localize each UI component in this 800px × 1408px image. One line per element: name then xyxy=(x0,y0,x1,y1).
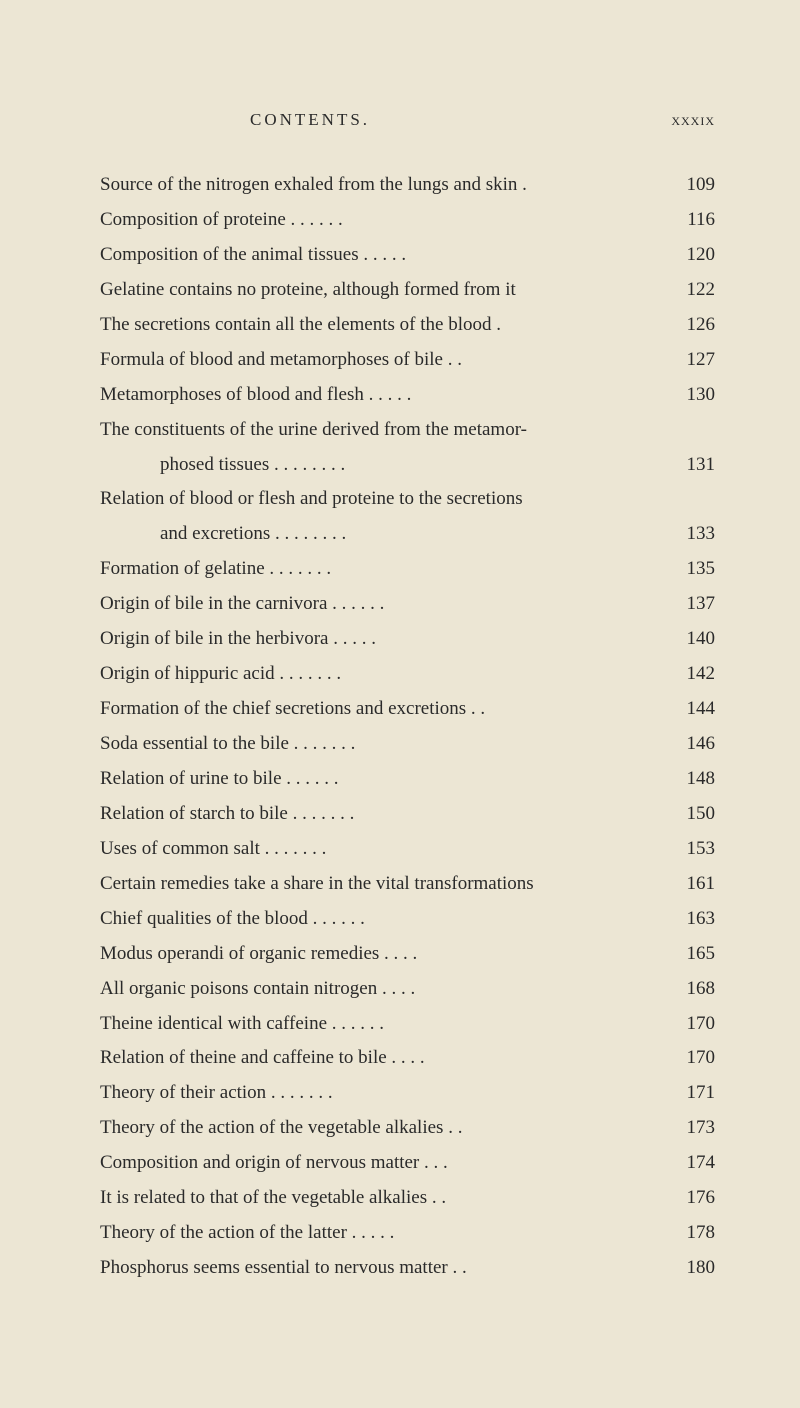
toc-entry-page: 140 xyxy=(675,624,715,653)
toc-entry: It is related to that of the vegetable a… xyxy=(100,1183,715,1212)
toc-entry-page: 126 xyxy=(675,310,715,339)
toc-entry: Composition of the animal tissues . . . … xyxy=(100,240,715,269)
toc-entry-text: Relation of blood or flesh and proteine … xyxy=(100,484,715,513)
toc-entry-page: 127 xyxy=(675,345,715,374)
toc-entry-text: Metamorphoses of blood and flesh . . . .… xyxy=(100,380,655,409)
toc-entry: Modus operandi of organic remedies . . .… xyxy=(100,939,715,968)
toc-entry: Origin of hippuric acid . . . . . . . 142 xyxy=(100,659,715,688)
toc-entry-text: Phosphorus seems essential to nervous ma… xyxy=(100,1253,655,1282)
header-title: CONTENTS. xyxy=(250,110,370,130)
toc-entry-text: Composition of the animal tissues . . . … xyxy=(100,240,655,269)
toc-entry-page: 137 xyxy=(675,589,715,618)
toc-entry-text: Composition of proteine . . . . . . xyxy=(100,205,655,234)
toc-entry: Theine identical with caffeine . . . . .… xyxy=(100,1009,715,1038)
toc-entry-text: Certain remedies take a share in the vit… xyxy=(100,869,655,898)
toc-entry-text: Formation of the chief secretions and ex… xyxy=(100,694,655,723)
page-header: CONTENTS. xxxix xyxy=(100,110,715,130)
toc-entry-page: 168 xyxy=(675,974,715,1003)
toc-entry-text: Origin of bile in the carnivora . . . . … xyxy=(100,589,655,618)
toc-entry-page: 163 xyxy=(675,904,715,933)
toc-entry: Theory of the action of the vegetable al… xyxy=(100,1113,715,1142)
toc-entry: Uses of common salt . . . . . . . 153 xyxy=(100,834,715,863)
toc-entry: All organic poisons contain nitrogen . .… xyxy=(100,974,715,1003)
toc-entry-page: 116 xyxy=(675,205,715,234)
toc-entry: Formation of the chief secretions and ex… xyxy=(100,694,715,723)
toc-entry: Theory of their action . . . . . . . 171 xyxy=(100,1078,715,1107)
toc-entry: Composition of proteine . . . . . . 116 xyxy=(100,205,715,234)
toc-entry-page: 170 xyxy=(675,1043,715,1072)
toc-entry-text: Theory of their action . . . . . . . xyxy=(100,1078,655,1107)
toc-entry-text: All organic poisons contain nitrogen . .… xyxy=(100,974,655,1003)
toc-entry-page: 135 xyxy=(675,554,715,583)
toc-entry-page: 122 xyxy=(675,275,715,304)
toc-entry: and excretions . . . . . . . . 133 xyxy=(100,519,715,548)
toc-entry: Metamorphoses of blood and flesh . . . .… xyxy=(100,380,715,409)
toc-entry: Certain remedies take a share in the vit… xyxy=(100,869,715,898)
toc-entry-text: Chief qualities of the blood . . . . . . xyxy=(100,904,655,933)
toc-entry-text: Gelatine contains no proteine, although … xyxy=(100,275,655,304)
toc-entry-page: 176 xyxy=(675,1183,715,1212)
toc-entry: Soda essential to the bile . . . . . . .… xyxy=(100,729,715,758)
toc-entry-text: Origin of hippuric acid . . . . . . . xyxy=(100,659,655,688)
toc-entry-page: 170 xyxy=(675,1009,715,1038)
toc-entry: Origin of bile in the herbivora . . . . … xyxy=(100,624,715,653)
toc-entry-text: Relation of starch to bile . . . . . . . xyxy=(100,799,655,828)
toc-entry: phosed tissues . . . . . . . . 131 xyxy=(100,450,715,479)
toc-entry-text: Theory of the action of the latter . . .… xyxy=(100,1218,655,1247)
toc-entry-page: 109 xyxy=(675,170,715,199)
toc-entry-text: The secretions contain all the elements … xyxy=(100,310,655,339)
contents-list: Source of the nitrogen exhaled from the … xyxy=(100,170,715,1283)
toc-entry-text: Formation of gelatine . . . . . . . xyxy=(100,554,655,583)
toc-entry: Phosphorus seems essential to nervous ma… xyxy=(100,1253,715,1282)
toc-entry-page: 178 xyxy=(675,1218,715,1247)
toc-entry-page: 161 xyxy=(675,869,715,898)
toc-entry: Origin of bile in the carnivora . . . . … xyxy=(100,589,715,618)
toc-entry-page: 144 xyxy=(675,694,715,723)
toc-entry-text: Soda essential to the bile . . . . . . . xyxy=(100,729,655,758)
toc-entry-text: Relation of theine and caffeine to bile … xyxy=(100,1043,655,1072)
toc-entry: Formation of gelatine . . . . . . . 135 xyxy=(100,554,715,583)
toc-entry-text: It is related to that of the vegetable a… xyxy=(100,1183,655,1212)
toc-entry-text: Uses of common salt . . . . . . . xyxy=(100,834,655,863)
toc-entry-text: and excretions . . . . . . . . xyxy=(100,519,655,548)
toc-entry: Source of the nitrogen exhaled from the … xyxy=(100,170,715,199)
toc-entry: Chief qualities of the blood . . . . . .… xyxy=(100,904,715,933)
toc-entry-page: 120 xyxy=(675,240,715,269)
toc-entry: Relation of urine to bile . . . . . . 148 xyxy=(100,764,715,793)
toc-entry-page: 142 xyxy=(675,659,715,688)
toc-entry-page: 165 xyxy=(675,939,715,968)
toc-entry-text: Formula of blood and metamorphoses of bi… xyxy=(100,345,655,374)
toc-entry-page: 133 xyxy=(675,519,715,548)
toc-entry-page: 153 xyxy=(675,834,715,863)
toc-entry-text: phosed tissues . . . . . . . . xyxy=(100,450,655,479)
toc-entry-page: 150 xyxy=(675,799,715,828)
toc-entry-text: Origin of bile in the herbivora . . . . … xyxy=(100,624,655,653)
toc-entry-page: 130 xyxy=(675,380,715,409)
toc-entry: The constituents of the urine derived fr… xyxy=(100,415,715,444)
toc-entry: Composition and origin of nervous matter… xyxy=(100,1148,715,1177)
toc-entry-text: Composition and origin of nervous matter… xyxy=(100,1148,655,1177)
toc-entry-text: Source of the nitrogen exhaled from the … xyxy=(100,170,655,199)
toc-entry-text: Theory of the action of the vegetable al… xyxy=(100,1113,655,1142)
toc-entry-text: The constituents of the urine derived fr… xyxy=(100,415,715,444)
toc-entry-page: 131 xyxy=(675,450,715,479)
toc-entry-page: 180 xyxy=(675,1253,715,1282)
toc-entry: Gelatine contains no proteine, although … xyxy=(100,275,715,304)
toc-entry-text: Relation of urine to bile . . . . . . xyxy=(100,764,655,793)
toc-entry: Theory of the action of the latter . . .… xyxy=(100,1218,715,1247)
toc-entry: Relation of theine and caffeine to bile … xyxy=(100,1043,715,1072)
toc-entry: Relation of starch to bile . . . . . . .… xyxy=(100,799,715,828)
toc-entry-page: 173 xyxy=(675,1113,715,1142)
toc-entry: The secretions contain all the elements … xyxy=(100,310,715,339)
toc-entry-page: 174 xyxy=(675,1148,715,1177)
toc-entry-text: Theine identical with caffeine . . . . .… xyxy=(100,1009,655,1038)
toc-entry-page: 171 xyxy=(675,1078,715,1107)
toc-entry-page: 146 xyxy=(675,729,715,758)
toc-entry: Relation of blood or flesh and proteine … xyxy=(100,484,715,513)
page-container: CONTENTS. xxxix Source of the nitrogen e… xyxy=(0,0,800,1348)
header-page-number: xxxix xyxy=(671,110,715,130)
toc-entry-page: 148 xyxy=(675,764,715,793)
toc-entry-text: Modus operandi of organic remedies . . .… xyxy=(100,939,655,968)
toc-entry: Formula of blood and metamorphoses of bi… xyxy=(100,345,715,374)
